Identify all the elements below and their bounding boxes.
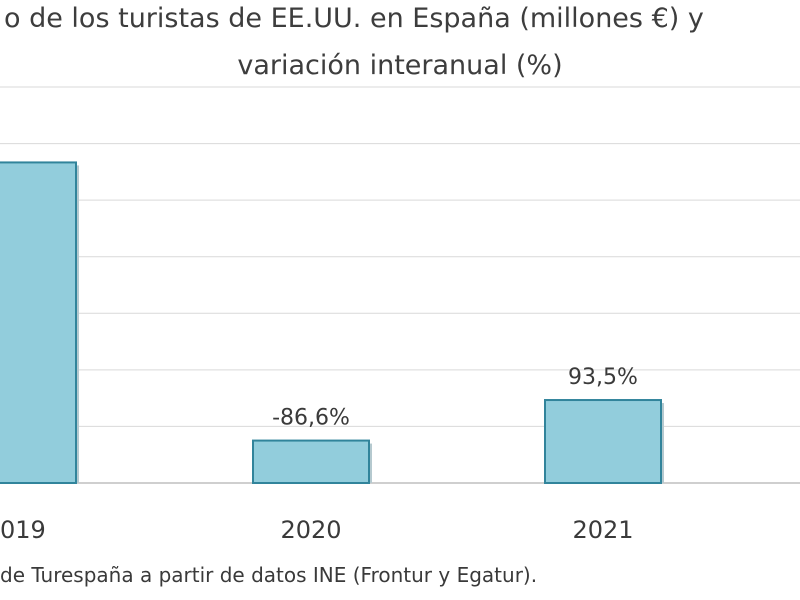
bar [544, 399, 662, 484]
bar [0, 161, 77, 485]
data-label: 93,5% [568, 365, 638, 390]
chart-subtitle: variación interanual (%) [237, 50, 563, 81]
bar-group [0, 161, 79, 485]
chart-title: o de los turistas de EE.UU. en España (m… [4, 3, 704, 34]
bar [252, 439, 370, 485]
bar-group [544, 399, 664, 484]
x-tick-label: 019 [0, 516, 46, 544]
bar-group [252, 439, 372, 485]
x-tick-label: 2020 [280, 516, 341, 544]
data-label: -86,6% [272, 406, 350, 431]
source-note: de Turespaña a partir de datos INE (Fron… [0, 563, 538, 587]
x-tick-label: 2021 [572, 516, 633, 544]
